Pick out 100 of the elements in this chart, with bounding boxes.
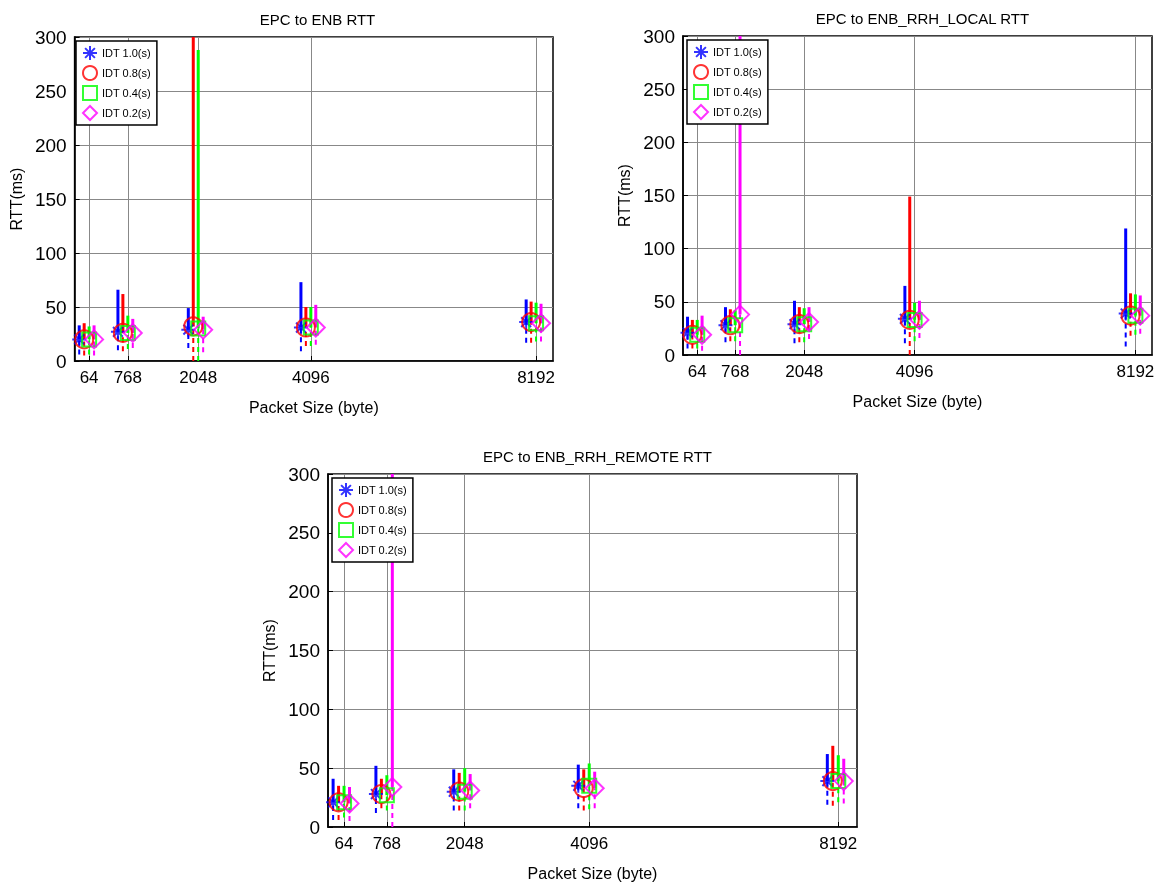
- point: [789, 314, 810, 335]
- x-axis-title: Packet Size (byte): [527, 864, 658, 882]
- chart-title: EPC to ENB_RRH_LOCAL RTT: [815, 10, 1030, 27]
- y-tick-label: 250: [288, 522, 320, 544]
- point: [584, 778, 605, 799]
- legend-label: IDT 0.2(s): [102, 107, 151, 119]
- point: [518, 314, 535, 331]
- point: [521, 312, 542, 333]
- x-tick-label: 2048: [445, 834, 484, 853]
- x-tick-label: 4096: [291, 368, 330, 387]
- point: [717, 317, 734, 334]
- y-tick-label: 50: [653, 291, 675, 313]
- x-tick-label: 64: [687, 362, 707, 381]
- x-tick-label: 768: [721, 362, 750, 381]
- legend-label: IDT 1.0(s): [713, 46, 762, 58]
- point: [906, 311, 923, 328]
- point: [112, 322, 133, 343]
- x-tick-label: 768: [372, 834, 402, 853]
- point: [727, 317, 744, 334]
- legend-label: IDT 0.8(s): [358, 504, 407, 516]
- point: [71, 331, 88, 348]
- x-tick-label: 768: [113, 368, 143, 387]
- y-tick-label: 300: [288, 463, 320, 485]
- x-tick-label: 4096: [895, 362, 934, 381]
- y-tick-label: 250: [34, 80, 67, 102]
- point: [460, 780, 481, 801]
- chart-title: EPC to ENB RTT: [259, 11, 376, 28]
- y-tick-label: 0: [56, 350, 67, 372]
- point: [720, 315, 741, 336]
- y-axis-title: RTT(ms): [7, 167, 25, 231]
- y-tick-label: 100: [34, 242, 67, 264]
- point: [367, 786, 384, 803]
- point: [899, 309, 920, 330]
- point: [730, 304, 751, 325]
- point: [819, 773, 836, 790]
- y-axis-title: RTT(ms): [260, 619, 278, 682]
- x-tick-label: 2048: [179, 368, 218, 387]
- x-tick-label: 64: [79, 368, 99, 387]
- point: [339, 793, 360, 814]
- point: [119, 324, 136, 341]
- y-tick-label: 300: [34, 26, 67, 48]
- legend-label: IDT 1.0(s): [102, 47, 151, 59]
- y-axis-title: RTT(ms): [615, 164, 633, 227]
- point: [799, 312, 820, 333]
- y-tick-label: 100: [643, 238, 675, 260]
- point: [328, 792, 349, 813]
- chart-title: EPC to ENB_RRH_REMOTE RTT: [483, 448, 712, 465]
- x-tick-label: 8192: [1116, 362, 1155, 381]
- point: [1120, 305, 1141, 326]
- point: [325, 794, 342, 811]
- point: [581, 777, 598, 794]
- y-tick-label: 250: [643, 78, 675, 100]
- point: [449, 781, 470, 802]
- y-tick-label: 150: [288, 640, 320, 661]
- y-tick-label: 200: [34, 134, 67, 156]
- x-axis-title: Packet Size (byte): [852, 392, 983, 410]
- y-tick-label: 200: [288, 581, 320, 603]
- y-tick-label: 300: [643, 25, 675, 47]
- point: [1117, 305, 1134, 322]
- legend-label: IDT 0.2(s): [713, 106, 762, 118]
- y-tick-label: 0: [309, 816, 320, 838]
- legend-label: IDT 0.4(s): [713, 86, 762, 98]
- y-tick-label: 150: [643, 185, 675, 206]
- x-axis-title: Packet Size (byte): [248, 398, 379, 416]
- legend-label: IDT 0.8(s): [713, 66, 762, 78]
- x-tick-label: 4096: [570, 834, 609, 853]
- y-tick-label: 50: [298, 757, 320, 779]
- legend-label: IDT 0.4(s): [102, 87, 151, 99]
- point: [336, 794, 353, 811]
- point: [84, 329, 105, 350]
- legend-label: IDT 0.8(s): [102, 67, 151, 79]
- point: [305, 317, 326, 338]
- point: [1127, 307, 1144, 324]
- y-tick-label: 200: [643, 131, 675, 153]
- x-tick-label: 64: [334, 834, 354, 853]
- legend-label: IDT 0.4(s): [358, 524, 407, 536]
- point: [833, 771, 854, 792]
- point: [830, 773, 847, 790]
- point: [371, 784, 392, 805]
- point: [909, 309, 930, 330]
- point: [295, 317, 316, 338]
- y-tick-label: 150: [34, 188, 67, 210]
- legend-label: IDT 0.2(s): [358, 544, 407, 556]
- point: [193, 319, 214, 340]
- point: [682, 324, 703, 345]
- point: [531, 313, 552, 334]
- y-tick-label: 0: [664, 344, 675, 366]
- point: [1130, 305, 1151, 326]
- point: [122, 322, 143, 343]
- y-tick-label: 50: [45, 296, 67, 318]
- x-tick-label: 8192: [517, 368, 555, 387]
- x-tick-label: 2048: [785, 362, 824, 381]
- point: [786, 316, 803, 333]
- point: [378, 787, 395, 804]
- point: [74, 329, 95, 350]
- point: [822, 771, 843, 792]
- point: [692, 324, 713, 345]
- point: [183, 316, 204, 337]
- point: [180, 321, 197, 338]
- x-tick-label: 8192: [819, 834, 858, 853]
